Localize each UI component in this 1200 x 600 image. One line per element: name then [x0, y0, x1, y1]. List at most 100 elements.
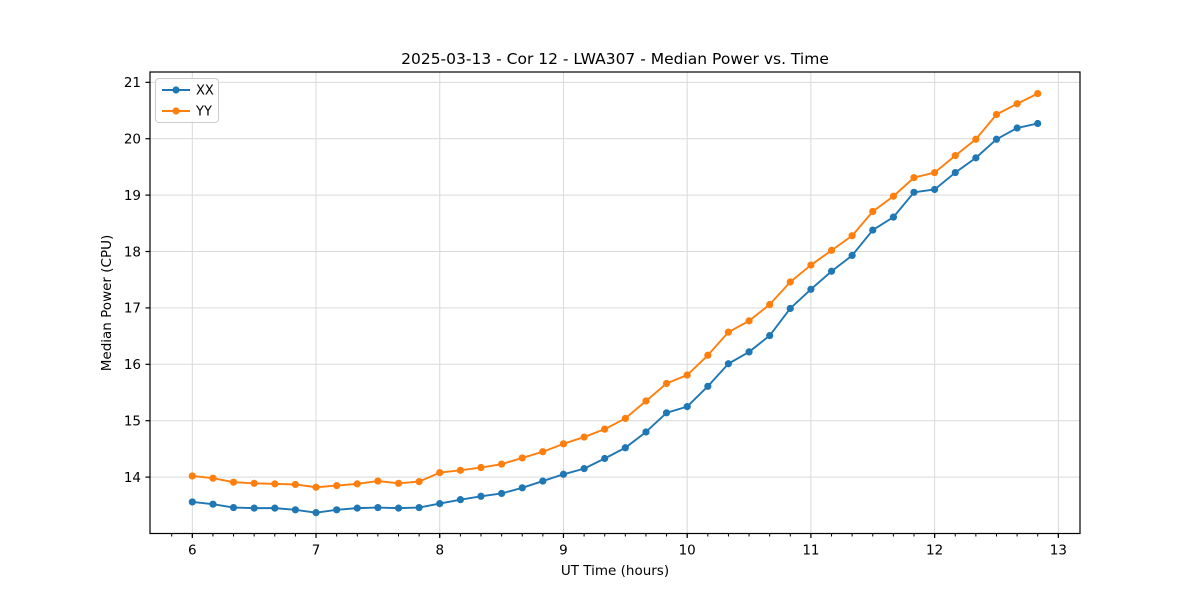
- data-point: [374, 477, 382, 485]
- data-point: [229, 503, 238, 512]
- series-yy: [188, 90, 1042, 491]
- data-point: [724, 360, 732, 368]
- data-point: [910, 188, 918, 196]
- data-point: [353, 504, 361, 512]
- data-point: [951, 152, 959, 160]
- data-point: [766, 300, 774, 309]
- data-point: [1013, 100, 1021, 108]
- data-point: [580, 465, 588, 473]
- data-point: [477, 463, 485, 472]
- x-tick-label: 9: [559, 543, 568, 559]
- legend-label-xx: XX: [196, 84, 214, 99]
- data-point: [415, 478, 423, 486]
- data-point: [601, 425, 609, 433]
- data-point: [601, 454, 609, 463]
- data-point: [539, 477, 547, 485]
- data-point: [271, 480, 279, 488]
- data-point: [683, 403, 691, 411]
- data-point: [188, 498, 196, 506]
- chart-title: 2025-03-13 - Cor 12 - LWA307 - Median Po…: [401, 50, 829, 68]
- x-tick-label: 6: [188, 543, 197, 559]
- data-point: [827, 267, 836, 275]
- x-tick-label: 10: [679, 543, 696, 559]
- y-tick-label: 16: [124, 357, 141, 373]
- data-point: [353, 480, 361, 488]
- data-point: [786, 278, 794, 286]
- x-axis-label: UT Time (hours): [561, 563, 669, 579]
- legend-marker: [172, 86, 180, 94]
- data-point: [209, 500, 217, 508]
- data-point: [662, 409, 671, 417]
- data-point: [889, 192, 898, 200]
- data-point: [518, 454, 526, 462]
- data-point: [477, 492, 485, 500]
- data-point: [642, 397, 650, 405]
- data-point: [889, 213, 898, 221]
- data-point: [972, 135, 980, 143]
- data-point: [250, 504, 258, 512]
- series-line: [192, 122, 1038, 514]
- data-point: [704, 351, 712, 359]
- series-xx: [188, 119, 1042, 517]
- data-point: [745, 348, 753, 356]
- x-tick-label: 7: [312, 543, 321, 559]
- data-point: [807, 261, 815, 269]
- y-tick-label: 20: [124, 132, 141, 148]
- data-point: [972, 154, 980, 162]
- data-point: [394, 504, 403, 512]
- data-point: [498, 489, 506, 498]
- data-point: [539, 448, 547, 456]
- data-point: [786, 304, 794, 313]
- data-point: [436, 468, 444, 477]
- legend-marker: [172, 107, 180, 115]
- data-point: [724, 328, 732, 336]
- data-point: [374, 503, 382, 512]
- data-point: [848, 232, 856, 240]
- plot-border: [149, 71, 1081, 535]
- data-point: [291, 506, 299, 514]
- data-point: [931, 185, 939, 194]
- legend-label-yy: YY: [195, 105, 212, 120]
- legend: XX YY: [155, 78, 219, 123]
- data-point: [188, 472, 196, 480]
- data-point: [621, 444, 629, 452]
- data-point: [209, 474, 217, 482]
- y-tick-label: 18: [124, 244, 141, 260]
- data-point: [498, 460, 506, 468]
- y-tick-label: 17: [124, 301, 141, 317]
- x-tick-label: 11: [802, 543, 819, 559]
- grid-lines: [150, 72, 1080, 534]
- data-point: [642, 428, 650, 436]
- x-tick-label: 12: [926, 543, 943, 559]
- tick-labels: 6 7 8 9 10 11 12 13 14 15 16 17 18 19 20 21: [124, 75, 1067, 558]
- data-point: [827, 246, 836, 254]
- series-line: [192, 92, 1039, 489]
- data-point: [559, 440, 568, 448]
- data-point: [621, 414, 629, 423]
- data-point: [992, 135, 1001, 143]
- data-point: [559, 470, 568, 478]
- data-point: [1013, 124, 1021, 132]
- y-tick-label: 15: [124, 414, 141, 430]
- data-point: [992, 110, 1001, 119]
- data-point: [869, 207, 877, 216]
- data-point: [312, 483, 320, 491]
- data-point: [456, 496, 465, 504]
- data-point: [848, 251, 856, 260]
- data-point: [745, 317, 753, 325]
- data-point: [951, 168, 959, 177]
- data-point: [333, 481, 341, 490]
- data-point: [312, 509, 320, 517]
- data-point: [250, 479, 258, 487]
- data-point: [704, 382, 712, 390]
- data-point: [229, 478, 238, 486]
- data-point: [1034, 90, 1042, 98]
- x-tick-label: 8: [435, 543, 444, 559]
- data-point: [683, 371, 691, 379]
- data-point: [580, 433, 588, 441]
- data-point: [415, 503, 423, 512]
- x-tick-label: 13: [1050, 543, 1067, 559]
- axis-ticks: [145, 81, 1059, 538]
- data-point: [766, 331, 774, 340]
